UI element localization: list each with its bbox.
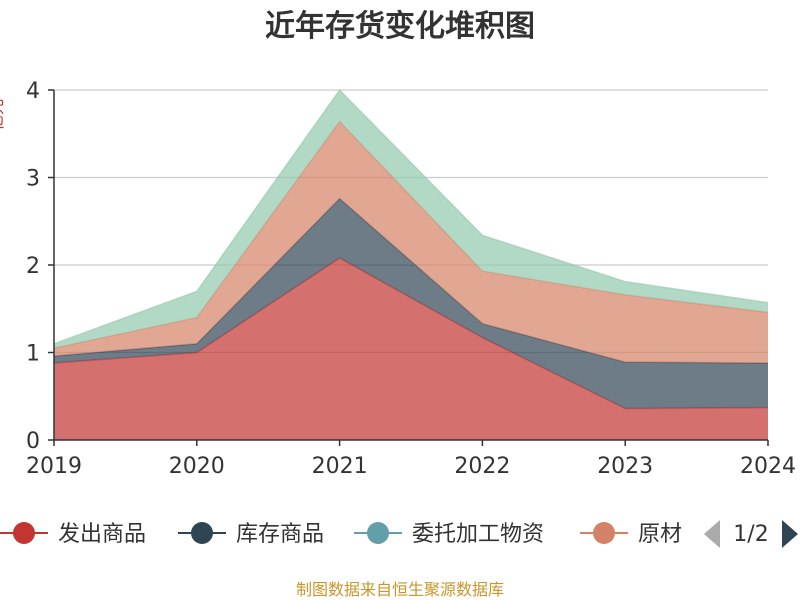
legend-label: 委托加工物资 <box>412 522 544 547</box>
area-series-2 <box>54 121 768 363</box>
y-tick-label: 2 <box>26 254 40 279</box>
legend-page-indicator: 1/2 <box>733 522 768 547</box>
legend-marker <box>593 522 615 544</box>
legend-marker <box>191 522 213 544</box>
legend-label: 原材 <box>638 522 682 547</box>
legend-prev-arrow-icon[interactable] <box>704 520 720 548</box>
x-tick-label: 2022 <box>454 454 510 479</box>
x-tick-label: 2023 <box>597 454 653 479</box>
y-axis-label: 亿元 <box>0 99 6 131</box>
x-tick-label: 2024 <box>740 454 796 479</box>
chart-title: 近年存货变化堆积图 <box>265 9 535 44</box>
axes: 0 1 2 3 4 2019 2020 2021 2022 2023 2024 <box>26 79 796 479</box>
area-series-0 <box>54 258 768 440</box>
legend: 发出商品 库存商品 委托加工物资 原材 1/2 <box>0 520 798 548</box>
area-edge-3 <box>53 88 769 345</box>
y-tick-label: 1 <box>26 342 40 367</box>
legend-item[interactable]: 库存商品 <box>178 522 324 547</box>
area-series-3 <box>54 90 768 349</box>
legend-label: 库存商品 <box>236 522 324 547</box>
legend-marker <box>13 522 35 544</box>
data-source-note: 制图数据来自恒生聚源数据库 <box>296 580 504 599</box>
legend-item[interactable]: 原材 <box>580 522 682 547</box>
legend-next-arrow-icon[interactable] <box>782 520 798 548</box>
x-tick-label: 2019 <box>26 454 82 479</box>
area-series-1 <box>54 198 768 409</box>
legend-item[interactable]: 发出商品 <box>0 522 146 547</box>
legend-item[interactable]: 委托加工物资 <box>354 522 544 547</box>
stacked-areas <box>53 88 769 440</box>
y-tick-label: 4 <box>26 79 40 104</box>
legend-marker <box>367 522 389 544</box>
y-tick-label: 0 <box>26 429 40 454</box>
legend-label: 发出商品 <box>58 522 146 547</box>
x-tick-label: 2020 <box>169 454 225 479</box>
x-tick-label: 2021 <box>312 454 368 479</box>
y-tick-label: 3 <box>26 167 40 192</box>
